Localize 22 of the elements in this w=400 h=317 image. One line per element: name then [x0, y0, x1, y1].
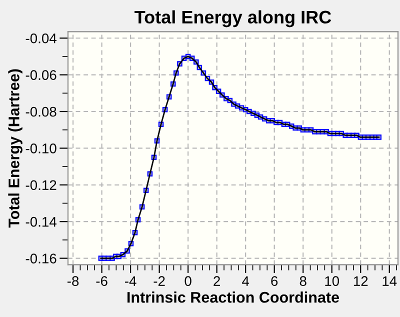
y-tick-label: -0.06: [26, 70, 56, 80]
y-tick-label: -0.08: [26, 106, 56, 117]
chart-title: Total Energy along IRC: [134, 10, 332, 28]
x-tick-label: 4: [242, 276, 250, 286]
y-tick-label: -0.10: [26, 144, 56, 154]
x-tick-label: 10: [325, 276, 340, 286]
x-tick-label: -4: [124, 276, 136, 286]
x-tick-label: -6: [96, 276, 108, 286]
x-tick-label: 12: [354, 276, 368, 286]
x-tick-label: 6: [271, 276, 278, 286]
y-tick-label: -0.12: [26, 180, 56, 190]
x-tick-label: 0: [184, 276, 192, 286]
x-tick-label: 8: [300, 276, 306, 286]
y-tick-label: -0.16: [26, 254, 56, 264]
x-tick-label: -8: [67, 276, 79, 286]
y-tick-label: -0.14: [26, 216, 56, 227]
x-tick-label: 14: [382, 276, 397, 286]
y-axis-title: Total Energy (Hartree): [8, 69, 22, 228]
y-tick-label: -0.04: [26, 33, 56, 44]
x-tick-label: 2: [214, 276, 220, 286]
x-axis-title: Intrinsic Reaction Coordinate: [127, 292, 340, 303]
x-tick-label: -2: [154, 276, 165, 286]
